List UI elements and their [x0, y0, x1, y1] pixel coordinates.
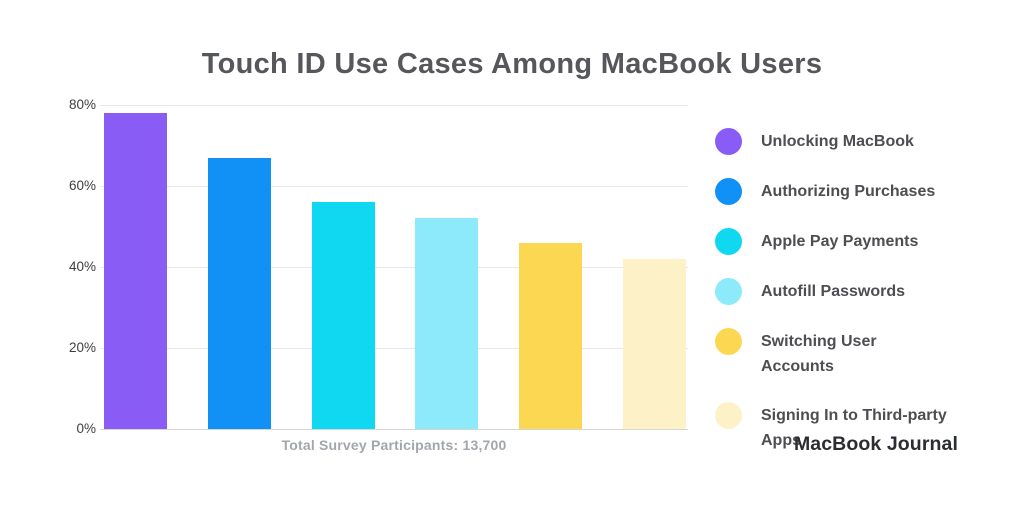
survey-participants-note: Total Survey Participants: 13,700 — [281, 437, 507, 453]
legend-label: Apple Pay Payments — [761, 233, 919, 250]
y-tick-label: 20% — [68, 340, 96, 355]
legend-label: Switching User Accounts — [761, 333, 877, 375]
legend: Unlocking MacBook Authorizing Purchases Ap… — [715, 128, 965, 476]
bar-unlocking-macbook — [104, 113, 167, 429]
legend-item: Autofill Passwords — [715, 278, 965, 305]
legend-swatch-icon — [715, 178, 742, 205]
plot-area — [100, 105, 688, 430]
legend-item: Authorizing Purchases — [715, 178, 965, 205]
legend-swatch-icon — [715, 402, 742, 429]
chart-title: Touch ID Use Cases Among MacBook Users — [201, 48, 823, 80]
legend-item: Unlocking MacBook — [715, 128, 965, 155]
legend-label: Authorizing Purchases — [761, 183, 936, 200]
legend-item: Switching User Accounts — [715, 328, 965, 379]
legend-item: Apple Pay Payments — [715, 228, 965, 255]
legend-swatch-icon — [715, 128, 742, 155]
bar-apple-pay-payments — [311, 202, 375, 429]
legend-label: Signing In to Third-party Apps — [761, 407, 947, 449]
bar-signing-in-to-third-party-apps — [622, 259, 686, 429]
y-tick-label: 60% — [68, 178, 96, 193]
bar-autofill-passwords — [415, 218, 479, 429]
gridline — [100, 429, 688, 430]
gridline — [100, 186, 688, 187]
legend-swatch-icon — [715, 328, 742, 355]
y-tick-label: 80% — [68, 97, 96, 112]
gridline — [100, 267, 688, 268]
y-tick-label: 40% — [68, 259, 96, 274]
legend-label: Autofill Passwords — [761, 283, 906, 300]
brand-wordmark: MacBook Journal — [793, 433, 958, 455]
bar-authorizing-purchases — [207, 158, 271, 429]
y-tick-label: 0% — [76, 421, 96, 436]
legend-swatch-icon — [715, 278, 742, 305]
gridline — [100, 105, 688, 106]
legend-item: Signing In to Third-party Apps — [715, 402, 965, 453]
y-axis: 80% 60% 40% 20% 0% — [38, 97, 96, 436]
bar-group — [104, 105, 686, 429]
legend-label: Unlocking MacBook — [761, 133, 914, 150]
legend-swatch-icon — [715, 228, 742, 255]
gridline — [100, 348, 688, 349]
bar-switching-user-accounts — [519, 243, 583, 429]
